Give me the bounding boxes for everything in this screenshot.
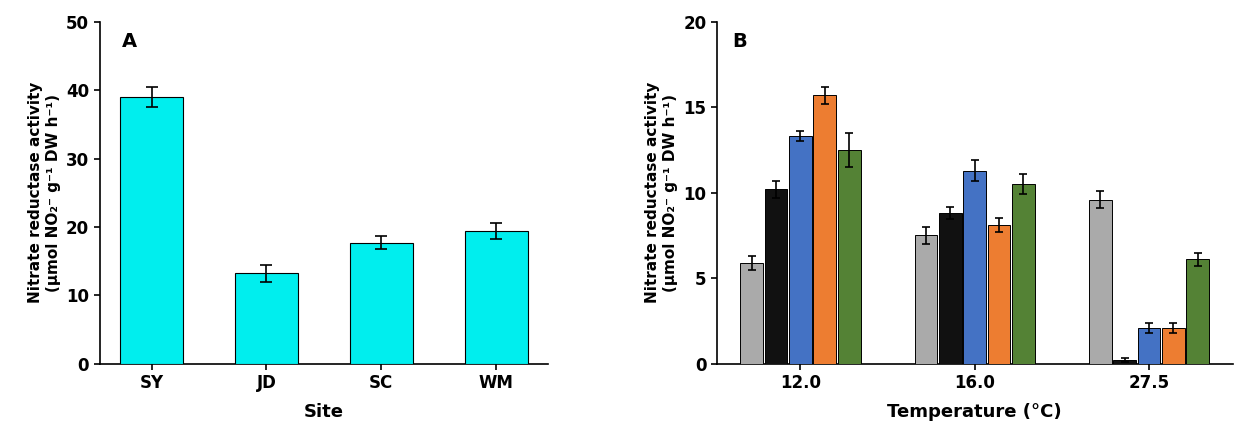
Bar <box>1162 328 1185 364</box>
Bar <box>789 136 812 364</box>
Bar <box>120 97 183 364</box>
Bar <box>235 273 298 364</box>
Bar <box>1186 259 1209 364</box>
Bar <box>813 95 837 364</box>
Bar <box>764 189 787 364</box>
Bar <box>1089 200 1112 364</box>
Bar <box>350 243 413 364</box>
X-axis label: Temperature (°C): Temperature (°C) <box>888 403 1062 421</box>
Y-axis label: Nitrate reductase activity
(μmol NO₂⁻ g⁻¹ DW h⁻¹): Nitrate reductase activity (μmol NO₂⁻ g⁻… <box>29 82 61 304</box>
Bar <box>987 225 1011 364</box>
Bar <box>939 213 961 364</box>
Bar <box>464 231 528 364</box>
Bar <box>964 170 986 364</box>
Text: B: B <box>732 32 747 51</box>
Text: A: A <box>122 32 137 51</box>
Bar <box>915 236 937 364</box>
Bar <box>741 263 763 364</box>
Bar <box>1012 184 1035 364</box>
Bar <box>1113 360 1135 364</box>
Y-axis label: Nitrate reductase activity
(μmol NO₂⁻ g⁻¹ DW h⁻¹): Nitrate reductase activity (μmol NO₂⁻ g⁻… <box>645 82 677 304</box>
X-axis label: Site: Site <box>304 403 344 421</box>
Bar <box>1138 328 1160 364</box>
Bar <box>838 150 860 364</box>
